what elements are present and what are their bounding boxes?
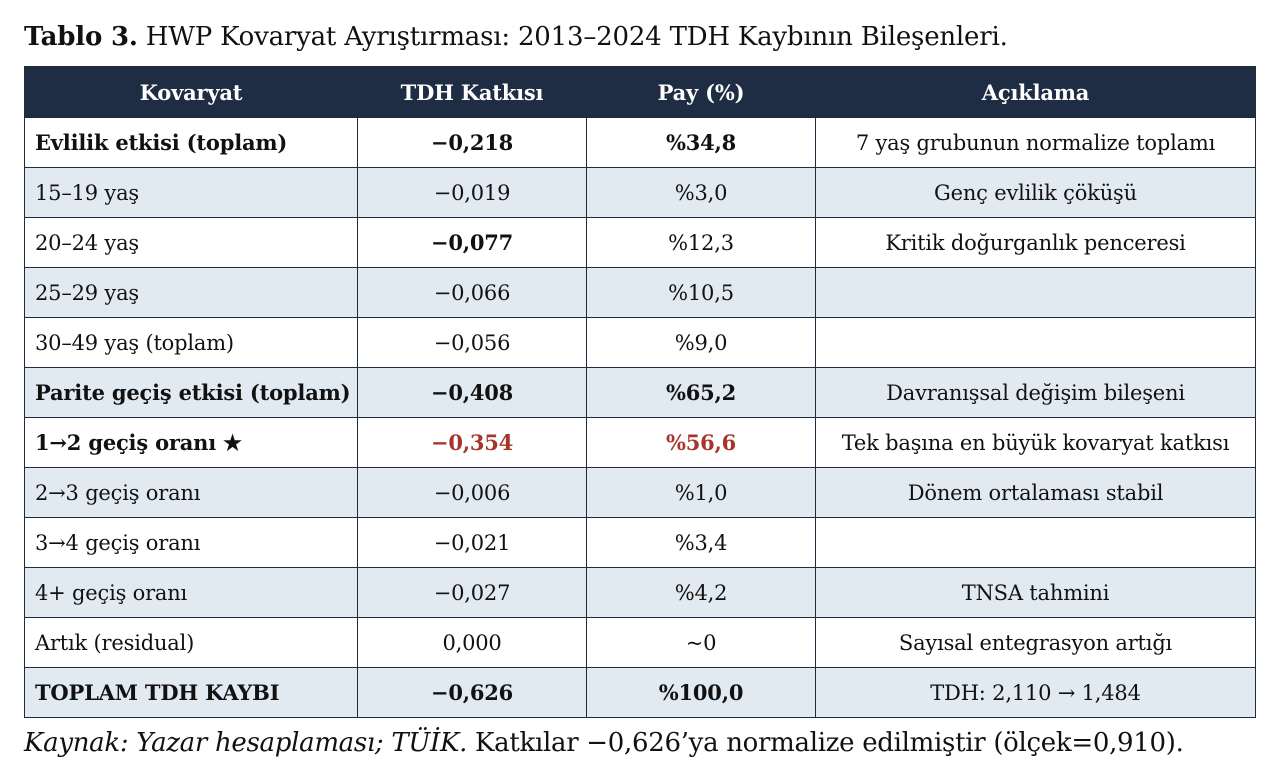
cell-tdh-katkisi: −0,626	[357, 667, 587, 718]
table-row: 2→3 geçiş oranı −0,006 %1,0 Dönem ortalamas…	[24, 467, 1256, 518]
cell-kovaryat: 30–49 yaş (toplam)	[24, 317, 358, 368]
cell-kovaryat: Artık (residual)	[24, 617, 358, 668]
table-caption: Tablo 3. HWP Kovaryat Ayrıştırması: 2013…	[24, 22, 1008, 52]
header-pay: Pay (%)	[586, 66, 816, 118]
table-row: TOPLAM TDH KAYBI −0,626 %100,0 TDH: 2,110 →…	[24, 667, 1256, 718]
cell-kovaryat: 25–29 yaş	[24, 267, 358, 318]
table-row: Artık (residual) 0,000 ~0 Sayısal entegrasy…	[24, 617, 1256, 668]
cell-aciklama: Sayısal entegrasyon artığı	[815, 617, 1256, 668]
table-header-row: Kovaryat TDH Katkısı Pay (%) Açıklama	[24, 66, 1256, 118]
table-row: 1→2 geçiş oranı ★ −0,354 %56,6 Tek başına e…	[24, 417, 1256, 468]
cell-aciklama: Dönem ortalaması stabil	[815, 467, 1256, 518]
cell-kovaryat: 20–24 yaş	[24, 217, 358, 268]
cell-kovaryat: 2→3 geçiş oranı	[24, 467, 358, 518]
header-kovaryat: Kovaryat	[24, 66, 358, 118]
decomposition-table: Kovaryat TDH Katkısı Pay (%) Açıklama Ev…	[24, 66, 1256, 718]
cell-tdh-katkisi: 0,000	[357, 617, 587, 668]
cell-pay: %34,8	[586, 117, 816, 168]
table-row: 30–49 yaş (toplam) −0,056 %9,0	[24, 317, 1256, 368]
cell-kovaryat: 1→2 geçiş oranı ★	[24, 417, 358, 468]
cell-kovaryat: 3→4 geçiş oranı	[24, 517, 358, 568]
table-row: 20–24 yaş −0,077 %12,3 Kritik doğurganlık p…	[24, 217, 1256, 268]
cell-aciklama	[815, 317, 1256, 368]
footnote-text: Katkılar −0,626’ya normalize edilmiştir …	[467, 728, 1184, 758]
header-tdh-katkisi: TDH Katkısı	[357, 66, 587, 118]
cell-tdh-katkisi: −0,218	[357, 117, 587, 168]
cell-aciklama: Davranışsal değişim bileşeni	[815, 367, 1256, 418]
caption-text: HWP Kovaryat Ayrıştırması: 2013–2024 TDH…	[145, 22, 1008, 52]
cell-pay: %4,2	[586, 567, 816, 618]
cell-pay: %65,2	[586, 367, 816, 418]
cell-pay: %9,0	[586, 317, 816, 368]
cell-pay: %3,0	[586, 167, 816, 218]
cell-aciklama: 7 yaş grubunun normalize toplamı	[815, 117, 1256, 168]
table-body: Evlilik etkisi (toplam) −0,218 %34,8 7 yaş …	[24, 117, 1256, 718]
cell-kovaryat: 15–19 yaş	[24, 167, 358, 218]
cell-tdh-katkisi: −0,354	[357, 417, 587, 468]
cell-pay: %1,0	[586, 467, 816, 518]
cell-kovaryat: Evlilik etkisi (toplam)	[24, 117, 358, 168]
cell-kovaryat: Parite geçiş etkisi (toplam)	[24, 367, 358, 418]
cell-kovaryat: 4+ geçiş oranı	[24, 567, 358, 618]
caption-lead: Tablo 3.	[24, 22, 138, 52]
cell-pay: %3,4	[586, 517, 816, 568]
cell-aciklama: Kritik doğurganlık penceresi	[815, 217, 1256, 268]
cell-pay: %12,3	[586, 217, 816, 268]
cell-pay: %56,6	[586, 417, 816, 468]
cell-kovaryat: TOPLAM TDH KAYBI	[24, 667, 358, 718]
cell-aciklama	[815, 267, 1256, 318]
cell-tdh-katkisi: −0,066	[357, 267, 587, 318]
cell-tdh-katkisi: −0,006	[357, 467, 587, 518]
table-row: 25–29 yaş −0,066 %10,5	[24, 267, 1256, 318]
cell-aciklama: Tek başına en büyük kovaryat katkısı	[815, 417, 1256, 468]
cell-aciklama: TNSA tahmini	[815, 567, 1256, 618]
table-row: 15–19 yaş −0,019 %3,0 Genç evlilik çöküşü	[24, 167, 1256, 218]
table-row: Parite geçiş etkisi (toplam) −0,408 %65,2 D…	[24, 367, 1256, 418]
table-row: 4+ geçiş oranı −0,027 %4,2 TNSA tahmini	[24, 567, 1256, 618]
cell-tdh-katkisi: −0,056	[357, 317, 587, 368]
cell-tdh-katkisi: −0,408	[357, 367, 587, 418]
cell-aciklama	[815, 517, 1256, 568]
table-row: Evlilik etkisi (toplam) −0,218 %34,8 7 yaş …	[24, 117, 1256, 168]
table-row: 3→4 geçiş oranı −0,021 %3,4	[24, 517, 1256, 568]
cell-pay: %100,0	[586, 667, 816, 718]
header-aciklama: Açıklama	[815, 66, 1256, 118]
table-footnote: Kaynak: Yazar hesaplaması; TÜİK. Katkıla…	[24, 728, 1184, 758]
cell-tdh-katkisi: −0,021	[357, 517, 587, 568]
cell-pay: ~0	[586, 617, 816, 668]
cell-tdh-katkisi: −0,019	[357, 167, 587, 218]
footnote-source: Kaynak: Yazar hesaplaması; TÜİK.	[24, 728, 468, 758]
cell-tdh-katkisi: −0,077	[357, 217, 587, 268]
cell-aciklama: TDH: 2,110 → 1,484	[815, 667, 1256, 718]
cell-tdh-katkisi: −0,027	[357, 567, 587, 618]
cell-pay: %10,5	[586, 267, 816, 318]
cell-aciklama: Genç evlilik çöküşü	[815, 167, 1256, 218]
